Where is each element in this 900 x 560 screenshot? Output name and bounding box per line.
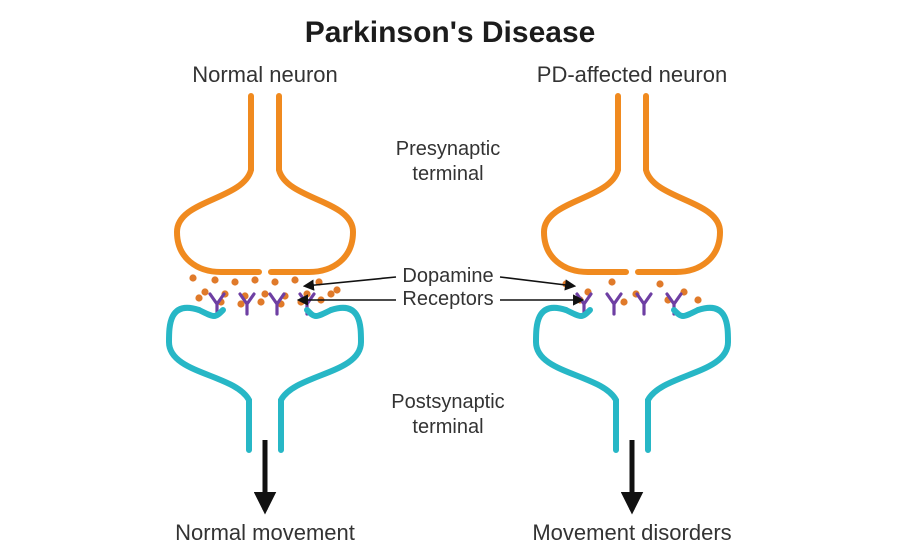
dopamine-label: Dopamine	[402, 265, 493, 287]
dopamine-dot	[620, 298, 627, 305]
presynaptic-terminal	[271, 96, 353, 272]
dopamine-dot	[189, 274, 196, 281]
postsynaptic-terminal	[566, 310, 698, 316]
dopamine-dot	[291, 276, 298, 283]
neuron-pd	[536, 96, 728, 510]
dopamine-dot	[251, 276, 258, 283]
left-result: Normal movement	[175, 520, 355, 545]
postsynaptic-terminal	[199, 310, 331, 316]
dopamine-dot	[327, 290, 334, 297]
dopamine-dot	[195, 294, 202, 301]
postsynaptic-terminal	[536, 308, 616, 450]
receptor-icon	[637, 294, 651, 314]
receptor-icon	[607, 294, 621, 314]
dopamine-dot	[231, 278, 238, 285]
leader-arrow	[500, 277, 574, 286]
dopamine-dot	[656, 280, 663, 287]
presynaptic-label: Presynaptic	[396, 138, 501, 160]
presynaptic-terminal	[638, 96, 720, 272]
dopamine-dot	[271, 278, 278, 285]
neuron-normal	[169, 96, 361, 510]
dopamine-dot	[333, 286, 340, 293]
postsynaptic-label-2: terminal	[412, 416, 483, 438]
receptors-label: Receptors	[402, 288, 493, 310]
postsynaptic-terminal	[169, 308, 249, 450]
dopamine-dot	[694, 296, 701, 303]
presynaptic-terminal	[177, 96, 259, 272]
left-heading: Normal neuron	[192, 62, 338, 87]
dopamine-dot	[608, 278, 615, 285]
dopamine-dot	[211, 276, 218, 283]
postsynaptic-terminal	[281, 308, 361, 450]
dopamine-dot	[201, 288, 208, 295]
diagram-title: Parkinson's Disease	[305, 16, 596, 49]
right-result: Movement disorders	[532, 520, 731, 545]
dopamine-dot	[257, 298, 264, 305]
presynaptic-label-2: terminal	[412, 163, 483, 185]
presynaptic-terminal	[544, 96, 626, 272]
dopamine-dot	[303, 290, 310, 297]
postsynaptic-terminal	[648, 308, 728, 450]
postsynaptic-label: Postsynaptic	[391, 391, 504, 413]
right-heading: PD-affected neuron	[537, 62, 727, 87]
dopamine-dot	[261, 290, 268, 297]
